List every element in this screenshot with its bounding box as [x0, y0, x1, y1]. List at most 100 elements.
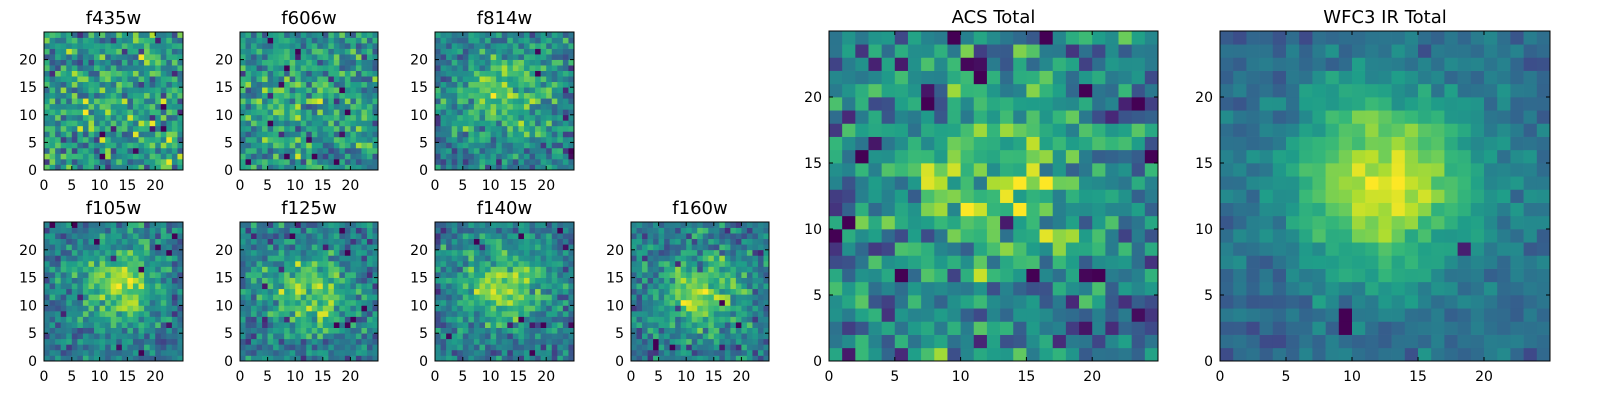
heatmap-cell: [71, 227, 78, 234]
heatmap-cell: [1144, 347, 1159, 362]
heatmap-cell: [462, 114, 469, 121]
heatmap-cell: [479, 349, 486, 356]
heatmap-cell: [829, 308, 843, 322]
heatmap-cell: [99, 76, 106, 83]
y-tick-label: 0: [615, 354, 624, 370]
heatmap-cell: [507, 54, 514, 60]
heatmap-cell: [490, 260, 497, 267]
heatmap-cell: [479, 233, 486, 240]
heatmap-cell: [60, 153, 67, 160]
heatmap-cell: [473, 266, 480, 273]
heatmap-cell: [894, 189, 909, 203]
heatmap-cell: [730, 294, 737, 301]
heatmap-cell: [171, 87, 178, 94]
heatmap-cell: [177, 65, 184, 71]
heatmap-cell: [94, 164, 100, 171]
heatmap-cell: [99, 125, 106, 132]
heatmap-cell: [55, 333, 62, 340]
heatmap-cell: [523, 65, 530, 71]
heatmap-cell: [105, 316, 112, 323]
x-tick-label: 20: [341, 369, 359, 385]
heatmap-cell: [71, 153, 78, 160]
heatmap-cell: [557, 244, 564, 251]
heatmap-cell: [473, 310, 480, 317]
heatmap-cell: [462, 43, 469, 49]
heatmap-cell: [647, 322, 654, 328]
heatmap-cell: [322, 32, 329, 38]
heatmap-cell: [451, 136, 458, 143]
heatmap-cell: [829, 295, 843, 309]
heatmap-cell: [986, 242, 1001, 256]
heatmap-cell: [110, 114, 117, 121]
heatmap-cell: [501, 92, 508, 99]
heatmap-cell: [317, 54, 324, 60]
heatmap-cell: [366, 249, 373, 256]
heatmap-cell: [300, 43, 307, 49]
heatmap-cell: [686, 338, 693, 345]
heatmap-cell: [278, 81, 285, 88]
heatmap-cell: [719, 233, 726, 240]
heatmap-cell: [735, 355, 742, 362]
heatmap-cell: [546, 131, 553, 138]
heatmap-cell: [713, 272, 720, 278]
heatmap-cell: [697, 305, 704, 312]
heatmap-cell: [457, 310, 464, 317]
heatmap-cell: [99, 277, 106, 284]
heatmap-cell: [171, 305, 178, 312]
heatmap-cell: [557, 238, 564, 245]
heatmap-cell: [306, 249, 313, 256]
heatmap-cell: [278, 65, 285, 71]
heatmap-cell: [166, 277, 173, 284]
heatmap-cell: [529, 272, 536, 278]
heatmap-cell: [333, 260, 340, 267]
heatmap-cell: [82, 244, 89, 251]
heatmap-cell: [177, 249, 184, 256]
heatmap-cell: [284, 131, 291, 138]
heatmap-cell: [631, 244, 637, 251]
heatmap-cell: [44, 249, 50, 256]
heatmap-cell: [568, 114, 575, 121]
heatmap-cell: [496, 37, 503, 44]
heatmap-cell: [457, 249, 464, 256]
heatmap-cell: [440, 272, 447, 278]
heatmap-cell: [1079, 202, 1093, 217]
heatmap-cell: [1026, 308, 1040, 322]
heatmap-cell: [636, 327, 643, 334]
heatmap-cell: [262, 142, 268, 149]
heatmap-cell: [372, 125, 379, 132]
heatmap-cell: [372, 48, 379, 55]
heatmap-cell: [361, 37, 368, 44]
heatmap-cell: [507, 125, 514, 132]
heatmap-cell: [339, 136, 346, 143]
y-tick-label: 0: [28, 163, 37, 179]
heatmap-cell: [284, 164, 291, 171]
heatmap-cell: [60, 322, 67, 328]
heatmap-cell: [1079, 295, 1093, 309]
heatmap-cell: [66, 70, 73, 77]
heatmap-cell: [339, 76, 346, 83]
heatmap-cell: [636, 260, 643, 267]
heatmap-cell: [512, 158, 519, 165]
heatmap-cell: [713, 227, 720, 234]
heatmap-cell: [328, 120, 335, 127]
heatmap-cell: [636, 249, 643, 256]
heatmap-cell: [485, 87, 491, 94]
heatmap-cell: [278, 87, 285, 94]
heatmap-cell: [273, 283, 279, 290]
heatmap-cell: [355, 272, 362, 278]
heatmap-cell: [697, 272, 704, 278]
heatmap-cell: [372, 114, 379, 121]
heatmap-cell: [763, 222, 770, 228]
heatmap-cell: [350, 158, 357, 165]
heatmap-cell: [529, 322, 536, 328]
heatmap-cell: [94, 310, 100, 317]
heatmap-cell: [446, 333, 453, 340]
heatmap-cell: [350, 338, 357, 345]
heatmap-cell: [171, 316, 178, 323]
heatmap-cell: [523, 316, 530, 323]
heatmap-cell: [116, 316, 123, 323]
heatmap-cell: [868, 281, 882, 296]
heatmap-cell: [479, 344, 486, 351]
heatmap-cell: [88, 310, 95, 317]
heatmap-cell: [256, 327, 263, 334]
